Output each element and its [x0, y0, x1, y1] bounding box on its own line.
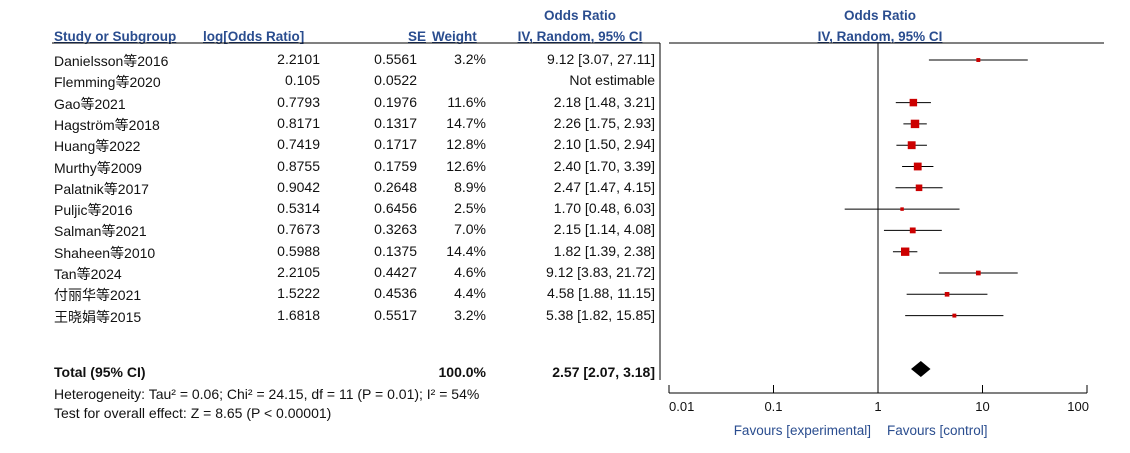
study-point	[901, 247, 910, 256]
study-ci: Not estimable	[569, 72, 655, 89]
study-ci: 2.40 [1.70, 3.39]	[553, 157, 655, 174]
study-point	[952, 313, 957, 318]
study-name: Murthy等2009	[54, 159, 142, 176]
study-se: 0.1976	[374, 93, 417, 110]
study-se: 0.2648	[374, 178, 417, 195]
study-se: 0.4536	[374, 285, 417, 302]
study-point	[915, 184, 923, 192]
study-name: Danielsson等2016	[54, 53, 169, 69]
plot-header-top: Odds Ratio	[843, 8, 916, 23]
pooled-diamond	[911, 361, 931, 377]
study-se: 0.1717	[374, 136, 417, 153]
study-ci: 2.26 [1.75, 2.93]	[553, 114, 655, 131]
study-se: 0.1375	[374, 242, 417, 259]
study-se: 0.0522	[374, 72, 417, 89]
study-name: Tan等2024	[54, 266, 122, 282]
total-ci: 2.57 [2.07, 3.18]	[552, 364, 655, 380]
study-weight: 12.6%	[446, 157, 486, 174]
overall-effect-text: Test for overall effect: Z = 8.65 (P < 0…	[54, 405, 332, 421]
study-point	[975, 270, 981, 276]
study-point	[909, 227, 916, 234]
study-point	[913, 162, 922, 171]
study-point	[944, 291, 950, 297]
study-name: Huang等2022	[54, 138, 141, 155]
study-weight: 11.6%	[447, 93, 486, 110]
x-tick-label: 0.01	[669, 399, 694, 414]
study-logor: 0.7419	[277, 136, 320, 153]
study-name: Hagström等2018	[54, 116, 160, 133]
study-weight: 3.2%	[454, 306, 486, 323]
x-tick-label: 10	[975, 399, 989, 414]
study-se: 0.6456	[374, 200, 417, 217]
study-point	[909, 98, 918, 107]
study-ci: 2.47 [1.47, 4.15]	[553, 178, 655, 195]
study-name: Flemming等2020	[54, 74, 161, 91]
weight-column-header: Weight	[432, 29, 477, 44]
study-weight: 3.2%	[454, 51, 486, 67]
study-column-header: Study or Subgroup	[54, 29, 177, 44]
study-point	[907, 141, 916, 150]
study-logor: 0.8755	[277, 157, 320, 174]
study-se: 0.1759	[374, 157, 417, 174]
study-point	[976, 58, 981, 62]
study-ci: 1.70 [0.48, 6.03]	[553, 200, 655, 217]
study-weight: 14.4%	[446, 242, 486, 259]
study-logor: 0.5314	[277, 200, 320, 217]
plot-header-sub: IV, Random, 95% CI	[817, 29, 943, 44]
study-logor: 2.2105	[277, 264, 320, 280]
study-weight: 12.8%	[446, 136, 486, 153]
total-label: Total (95% CI)	[54, 364, 146, 380]
study-logor: 0.8171	[277, 114, 320, 131]
x-tick-label: 0.1	[764, 399, 782, 414]
study-name: 王晓娟等2015	[54, 308, 142, 325]
study-weight: 8.9%	[454, 178, 486, 195]
study-logor: 0.7673	[277, 221, 320, 238]
study-ci: 9.12 [3.07, 27.11]	[547, 51, 655, 67]
study-ci: 2.18 [1.48, 3.21]	[553, 93, 655, 110]
x-tick-label: 1	[874, 399, 881, 414]
study-point	[900, 207, 904, 211]
study-weight: 7.0%	[454, 221, 486, 238]
study-weight: 4.4%	[454, 285, 486, 302]
study-logor: 0.9042	[277, 178, 320, 195]
study-logor: 1.6818	[277, 306, 320, 323]
study-ci: 5.38 [1.82, 15.85]	[546, 306, 655, 323]
total-weight: 100.0%	[438, 364, 486, 380]
study-weight: 2.5%	[454, 200, 486, 217]
study-name: Gao等2021	[54, 95, 126, 112]
study-logor: 2.2101	[277, 51, 320, 67]
study-logor: 0.105	[284, 72, 320, 89]
se-column-header: SE	[407, 29, 426, 44]
study-name: 付丽华等2021	[54, 287, 142, 304]
study-se: 0.5517	[374, 306, 417, 323]
study-se: 0.4427	[374, 264, 417, 280]
favours-experimental-label: Favours [experimental]	[733, 423, 871, 438]
study-ci: 9.12 [3.83, 21.72]	[546, 264, 655, 280]
study-name: Shaheen等2010	[54, 244, 156, 261]
study-logor: 1.5222	[277, 285, 320, 302]
study-se: 0.3263	[374, 221, 417, 238]
study-weight: 14.7%	[446, 114, 486, 131]
study-ci: 4.58 [1.88, 11.15]	[547, 285, 655, 302]
x-tick-label: 100	[1067, 399, 1089, 414]
study-point	[910, 119, 920, 129]
study-ci: 1.82 [1.39, 2.38]	[553, 242, 655, 259]
study-name: Palatnik等2017	[54, 180, 149, 197]
study-name: Puljic等2016	[54, 202, 133, 219]
study-weight: 4.6%	[454, 264, 486, 280]
study-logor: 0.5988	[277, 242, 320, 259]
study-se: 0.1317	[374, 114, 417, 131]
favours-control-label: Favours [control]	[887, 423, 988, 438]
logor-column-header: log[Odds Ratio]	[203, 29, 305, 44]
heterogeneity-text: Heterogeneity: Tau² = 0.06; Chi² = 24.15…	[54, 386, 480, 402]
study-se: 0.5561	[374, 51, 417, 67]
or-column-header-top: Odds Ratio	[543, 8, 616, 23]
study-logor: 0.7793	[277, 93, 320, 110]
study-ci: 2.15 [1.14, 4.08]	[553, 221, 655, 238]
study-name: Salman等2021	[54, 223, 147, 240]
or-column-header-sub: IV, Random, 95% CI	[517, 29, 643, 44]
study-ci: 2.10 [1.50, 2.94]	[553, 136, 655, 153]
